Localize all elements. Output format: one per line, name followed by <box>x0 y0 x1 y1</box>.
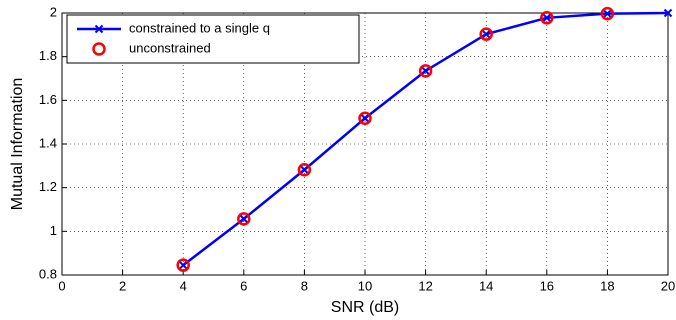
x-tick-label: 8 <box>301 278 308 293</box>
x-tick-label: 20 <box>661 278 675 293</box>
x-marker <box>178 260 188 270</box>
y-axis-label: Mutual Information <box>9 78 26 211</box>
x-marker <box>360 114 370 123</box>
circle-marker <box>297 163 312 177</box>
x-tick-label: 10 <box>358 278 372 293</box>
y-tick-label: 1.2 <box>39 179 57 194</box>
x-marker <box>421 66 430 76</box>
x-marker <box>94 24 104 34</box>
x-tick-label: 0 <box>58 278 65 293</box>
x-tick-label: 14 <box>479 278 493 293</box>
axes-box <box>61 12 669 276</box>
x-marker <box>239 214 249 224</box>
x-marker <box>603 9 612 18</box>
legend-label: unconstrained <box>129 40 211 55</box>
legend-box <box>66 14 360 64</box>
circle-marker <box>540 11 554 25</box>
x-tick-label: 4 <box>180 278 187 293</box>
y-tick-label: 1 <box>50 223 57 238</box>
x-tick-label: 2 <box>119 278 126 293</box>
legend: constrained to a single q unconstrained <box>66 14 360 64</box>
x-tick-label: 18 <box>600 278 614 293</box>
x-tick-label: 6 <box>240 278 247 293</box>
y-tick-label: 2 <box>50 4 57 19</box>
x-tick-label: 12 <box>418 278 432 293</box>
circle-marker <box>600 6 615 21</box>
y-tick-label: 1.8 <box>39 48 57 63</box>
circle-marker <box>418 64 433 78</box>
circle-marker <box>479 27 493 41</box>
x-marker <box>663 8 673 18</box>
circle-marker <box>237 212 251 226</box>
x-tick-label: 16 <box>540 278 554 293</box>
y-tick-label: 1.6 <box>39 92 57 107</box>
x-marker <box>481 29 491 39</box>
circle-marker <box>176 258 190 272</box>
x-marker <box>542 13 552 23</box>
x-axis-label: SNR (dB) <box>331 299 399 316</box>
circle-marker <box>92 42 106 56</box>
legend-label: constrained to a single q <box>129 20 270 35</box>
y-tick-label: 1.4 <box>39 135 57 150</box>
x-marker <box>300 165 309 174</box>
y-tick-label: 0.8 <box>39 266 57 281</box>
circle-marker <box>358 111 372 125</box>
